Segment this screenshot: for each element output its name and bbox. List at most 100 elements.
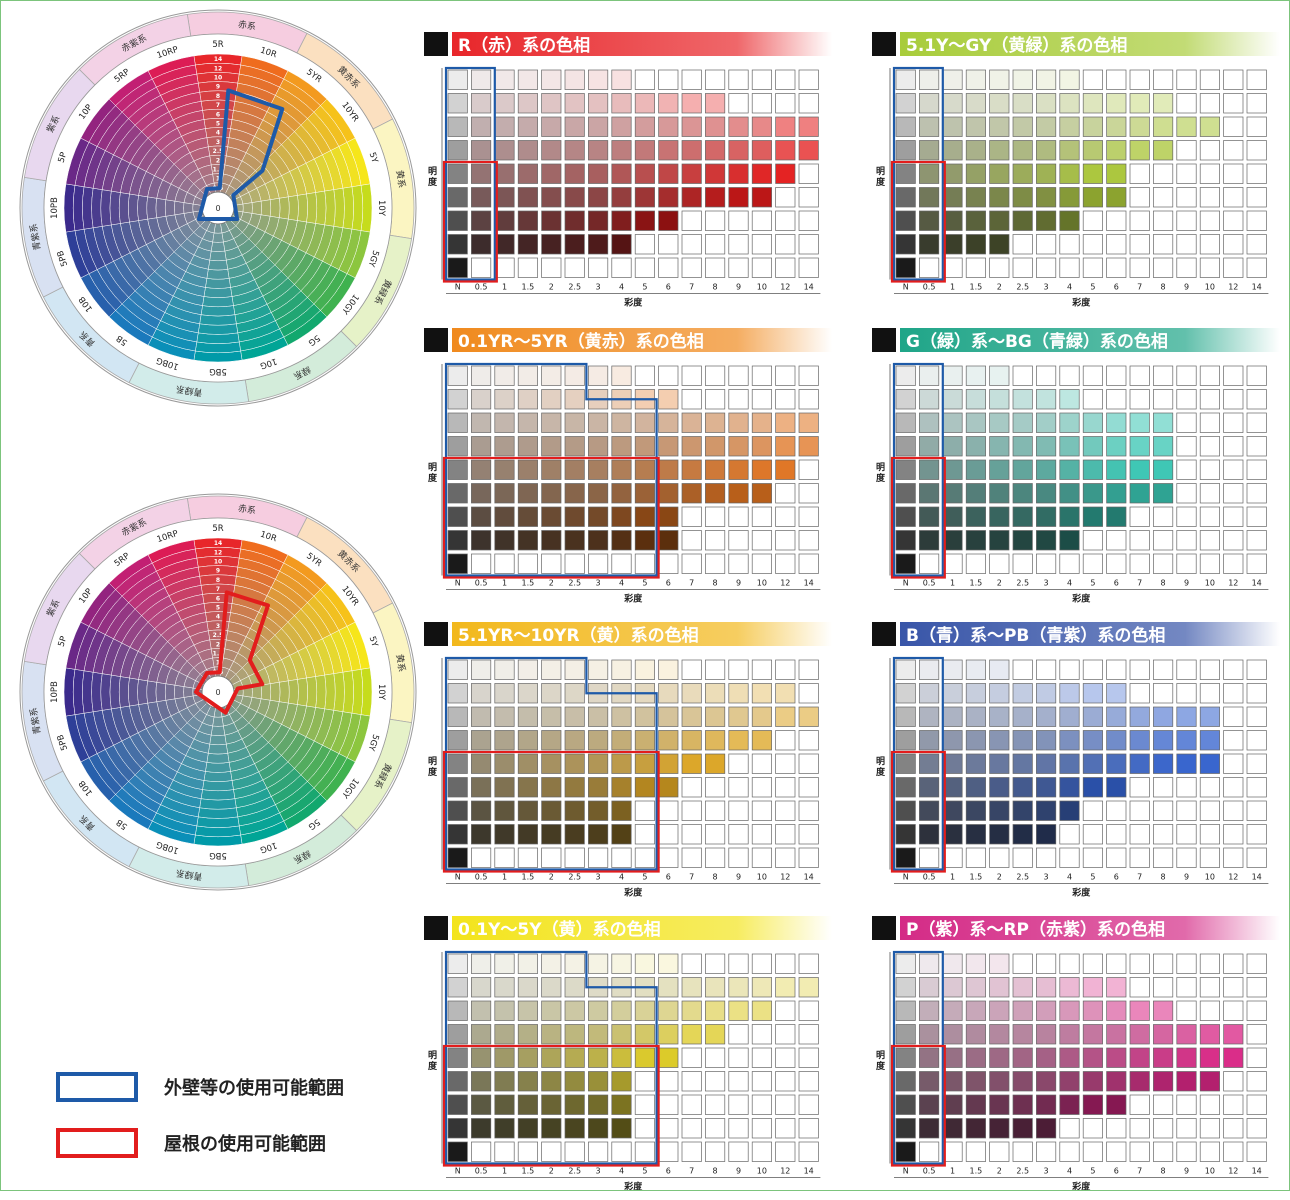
color-chip xyxy=(1199,977,1220,998)
chroma-tick: 8 xyxy=(713,873,718,882)
color-chip xyxy=(447,530,468,551)
color-chip xyxy=(1082,683,1103,704)
color-chip xyxy=(989,1141,1010,1162)
chroma-tick: 8 xyxy=(713,579,718,588)
chroma-tick: 12 xyxy=(1228,283,1238,292)
color-chip xyxy=(517,1141,538,1162)
color-chip xyxy=(634,483,655,504)
color-chip xyxy=(447,1094,468,1115)
chroma-tick: 2.5 xyxy=(1016,1167,1029,1176)
color-chip xyxy=(1153,659,1174,680)
roof-range-outline xyxy=(442,160,498,283)
color-chip xyxy=(681,800,702,821)
color-chip xyxy=(728,659,749,680)
color-chip xyxy=(1223,69,1244,90)
color-chip xyxy=(611,234,632,255)
color-chip xyxy=(1199,1000,1220,1021)
chroma-tick: 2.5 xyxy=(568,1167,581,1176)
color-chip xyxy=(1153,483,1174,504)
color-chip xyxy=(494,847,515,868)
color-chip xyxy=(517,706,538,727)
color-chip xyxy=(989,847,1010,868)
color-chip xyxy=(728,483,749,504)
color-chip xyxy=(1199,140,1220,161)
color-chip xyxy=(919,163,940,184)
color-chip xyxy=(1036,1047,1057,1068)
color-chip xyxy=(942,1000,963,1021)
color-chip xyxy=(989,69,1010,90)
color-chip xyxy=(1012,69,1033,90)
chroma-tick: N xyxy=(455,873,461,882)
color-chip xyxy=(1223,1000,1244,1021)
color-chip xyxy=(564,459,585,480)
color-chip xyxy=(728,1024,749,1045)
color-chip xyxy=(728,163,749,184)
color-chip xyxy=(895,800,916,821)
color-chip xyxy=(798,800,819,821)
chroma-label: 2 xyxy=(216,641,220,648)
color-chip xyxy=(728,234,749,255)
color-chip xyxy=(1106,953,1127,974)
chroma-tick: 3 xyxy=(596,1167,601,1176)
chroma-tick: 2.5 xyxy=(1016,579,1029,588)
color-chip xyxy=(1082,93,1103,114)
chroma-label: 2.5 xyxy=(213,632,224,639)
color-chip xyxy=(517,389,538,410)
color-chip xyxy=(447,116,468,137)
chroma-axis-label: 彩度 xyxy=(1071,887,1091,899)
color-chip xyxy=(588,116,609,137)
color-chip xyxy=(1129,953,1150,974)
chroma-tick: 1.5 xyxy=(970,873,983,882)
color-chip xyxy=(1129,140,1150,161)
color-chip xyxy=(751,659,772,680)
chroma-tick: 0.5 xyxy=(475,873,488,882)
color-chip xyxy=(1223,140,1244,161)
panel-r-chart: R（赤）系の色相明度987654321N0.511.522.5345678910… xyxy=(424,32,832,309)
chroma-tick: 5 xyxy=(642,579,647,588)
color-chip xyxy=(1129,530,1150,551)
color-chip xyxy=(1036,1024,1057,1045)
color-chip xyxy=(1246,1000,1267,1021)
chroma-tick: 5 xyxy=(1090,579,1095,588)
color-chip xyxy=(1246,506,1267,527)
svg-text:度: 度 xyxy=(876,1060,886,1072)
color-chip xyxy=(1246,1047,1267,1068)
chroma-tick: 9 xyxy=(1184,283,1189,292)
color-chip xyxy=(775,436,796,457)
color-chip xyxy=(611,365,632,386)
color-chip xyxy=(1059,706,1080,727)
color-chip xyxy=(1153,530,1174,551)
color-chip xyxy=(517,1000,538,1021)
color-chip xyxy=(564,847,585,868)
color-chip xyxy=(541,412,562,433)
color-chip xyxy=(517,753,538,774)
color-chip xyxy=(919,116,940,137)
color-chip xyxy=(728,706,749,727)
color-chip xyxy=(919,847,940,868)
color-chip xyxy=(447,730,468,751)
color-chip xyxy=(1199,730,1220,751)
color-chip xyxy=(895,553,916,574)
hue-sector xyxy=(65,621,205,690)
color-chip xyxy=(919,93,940,114)
color-chip xyxy=(471,1071,492,1092)
color-chip xyxy=(1223,683,1244,704)
color-chip xyxy=(1199,187,1220,208)
color-chip xyxy=(1012,412,1033,433)
color-chip xyxy=(517,847,538,868)
color-chip xyxy=(1012,389,1033,410)
color-chip xyxy=(1012,1024,1033,1045)
color-chip xyxy=(588,530,609,551)
color-chip xyxy=(1106,847,1127,868)
color-chip xyxy=(895,412,916,433)
color-chip xyxy=(989,257,1010,278)
color-chip xyxy=(965,210,986,231)
color-chip xyxy=(517,553,538,574)
color-chip xyxy=(705,530,726,551)
hue-sector xyxy=(231,137,371,206)
color-chip xyxy=(1059,824,1080,845)
color-chip xyxy=(681,1094,702,1115)
color-chip xyxy=(798,234,819,255)
color-chip xyxy=(658,1094,679,1115)
color-chip xyxy=(942,69,963,90)
